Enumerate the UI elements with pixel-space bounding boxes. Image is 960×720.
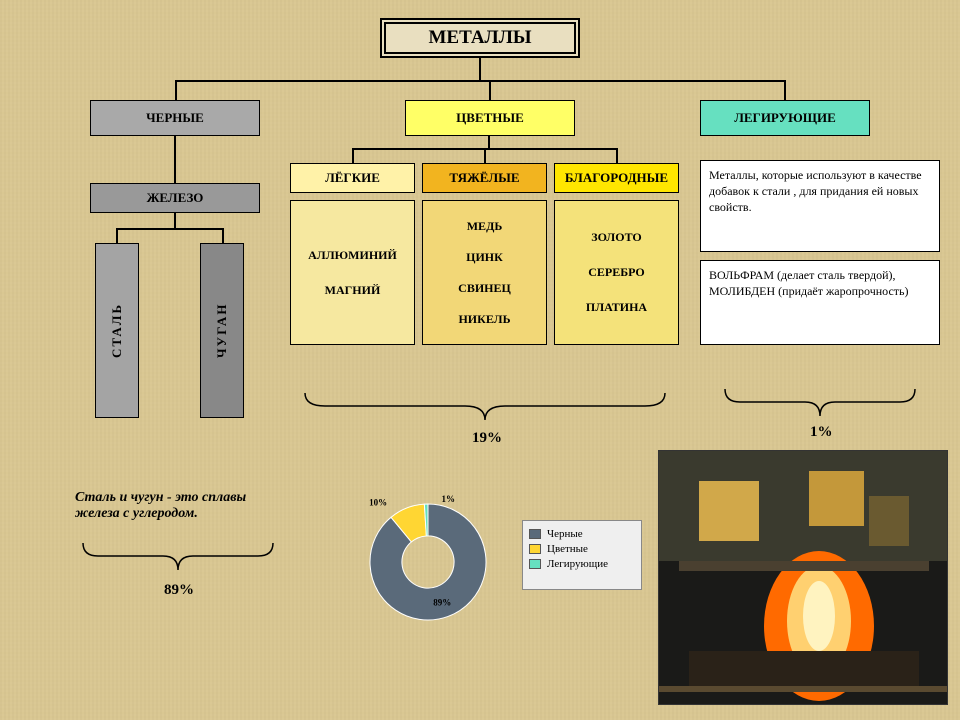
svg-text:1%: 1% [442, 494, 456, 504]
category-black: ЧЕРНЫЕ [90, 100, 260, 136]
title-box: МЕТАЛЛЫ [380, 18, 580, 58]
alloying-description: Металлы, которые используют в качестве д… [700, 160, 940, 252]
legend-swatch [529, 544, 541, 554]
connector [174, 213, 176, 228]
legend-swatch [529, 529, 541, 539]
noble-label: БЛАГОРОДНЫЕ [554, 163, 679, 193]
svg-text:10%: 10% [369, 498, 387, 508]
connector [116, 228, 224, 230]
steel-castiron-note: Сталь и чугун - это сплавы железа с угле… [75, 490, 285, 522]
pct-color: 19% [472, 430, 502, 447]
pct-black: 89% [164, 582, 194, 599]
connector [479, 58, 481, 80]
brace-black [78, 538, 278, 578]
connector [352, 148, 354, 163]
list-item: АЛЛЮМИНИЙ [308, 248, 397, 263]
legend-swatch [529, 559, 541, 569]
legend-label: Цветные [547, 543, 588, 555]
alloying-examples: ВОЛЬФРАМ (делает сталь твердой), МОЛИБДЕ… [700, 260, 940, 345]
light-list: АЛЛЮМИНИЙ МАГНИЙ [290, 200, 415, 345]
brace-color [300, 388, 670, 428]
list-item: СВИНЕЦ [458, 281, 511, 296]
connector [174, 136, 176, 183]
castiron-box: ЧУГАН [200, 243, 244, 418]
connector [616, 148, 618, 163]
noble-list: ЗОЛОТО СЕРЕБРО ПЛАТИНА [554, 200, 679, 345]
list-item: ЦИНК [466, 250, 503, 265]
list-item: ЗОЛОТО [591, 230, 642, 245]
connector [488, 136, 490, 148]
pct-alloy: 1% [810, 424, 833, 441]
legend-label: Черные [547, 528, 583, 540]
connector [116, 228, 118, 243]
chart-legend: Черные Цветные Легирующие [522, 520, 642, 590]
furnace-photo [658, 450, 948, 705]
connector [175, 80, 785, 82]
category-color: ЦВЕТНЫЕ [405, 100, 575, 136]
light-label: ЛЁГКИЕ [290, 163, 415, 193]
brace-alloy [720, 384, 920, 424]
connector [484, 148, 486, 163]
list-item: ПЛАТИНА [586, 300, 647, 315]
legend-item: Цветные [529, 543, 635, 555]
svg-text:89%: 89% [433, 598, 451, 608]
iron-box: ЖЕЛЕЗО [90, 183, 260, 213]
heavy-list: МЕДЬ ЦИНК СВИНЕЦ НИКЕЛЬ [422, 200, 547, 345]
connector [175, 80, 177, 100]
list-item: МАГНИЙ [325, 283, 381, 298]
connector [222, 228, 224, 243]
donut-chart: 89% 10% 1% [348, 480, 508, 640]
legend-label: Легирующие [547, 558, 608, 570]
legend-item: Легирующие [529, 558, 635, 570]
legend-item: Черные [529, 528, 635, 540]
list-item: МЕДЬ [467, 219, 503, 234]
connector [784, 80, 786, 100]
heavy-label: ТЯЖЁЛЫЕ [422, 163, 547, 193]
list-item: НИКЕЛЬ [458, 312, 510, 327]
category-alloying: ЛЕГИРУЮЩИЕ [700, 100, 870, 136]
steel-box: СТАЛЬ [95, 243, 139, 418]
connector [489, 80, 491, 100]
list-item: СЕРЕБРО [588, 265, 645, 280]
